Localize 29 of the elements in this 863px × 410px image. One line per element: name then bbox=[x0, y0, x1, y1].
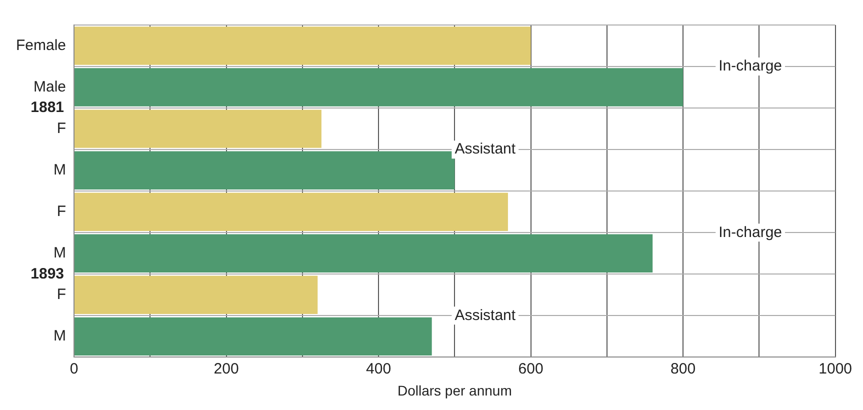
text: 1893 bbox=[30, 265, 64, 282]
bar bbox=[74, 68, 684, 106]
bar bbox=[74, 110, 322, 148]
bar bbox=[74, 151, 455, 190]
bar bbox=[74, 276, 318, 314]
x-tick-label: 600 bbox=[518, 360, 544, 378]
bar bbox=[74, 26, 531, 65]
text: 1881 bbox=[30, 99, 64, 116]
y-tick-label: M bbox=[54, 328, 66, 345]
y-tick-label: M bbox=[54, 244, 66, 262]
x-tick-label: 0 bbox=[70, 360, 78, 378]
x-axis-title: Dollars per annum bbox=[397, 382, 512, 398]
bar bbox=[74, 234, 653, 272]
annotation: In-charge bbox=[718, 224, 782, 241]
y-tick-label: F bbox=[56, 203, 66, 220]
y-tick-label: Female bbox=[16, 36, 66, 54]
y-tick-label: M bbox=[54, 161, 66, 178]
x-tick-label: 400 bbox=[366, 360, 392, 378]
x-tick-label: 1000 bbox=[818, 360, 852, 378]
bar bbox=[74, 317, 432, 356]
annotation: In-charge bbox=[718, 58, 782, 75]
bar bbox=[74, 192, 508, 231]
x-tick-label: 200 bbox=[214, 360, 239, 378]
y-tick-label: F bbox=[56, 120, 66, 137]
y-tick-label: Male bbox=[34, 78, 66, 96]
y-tick-label: F bbox=[56, 286, 66, 304]
annotation: Assistant bbox=[454, 140, 516, 158]
x-tick-label: 800 bbox=[670, 360, 696, 378]
annotation: Assistant bbox=[454, 306, 516, 324]
